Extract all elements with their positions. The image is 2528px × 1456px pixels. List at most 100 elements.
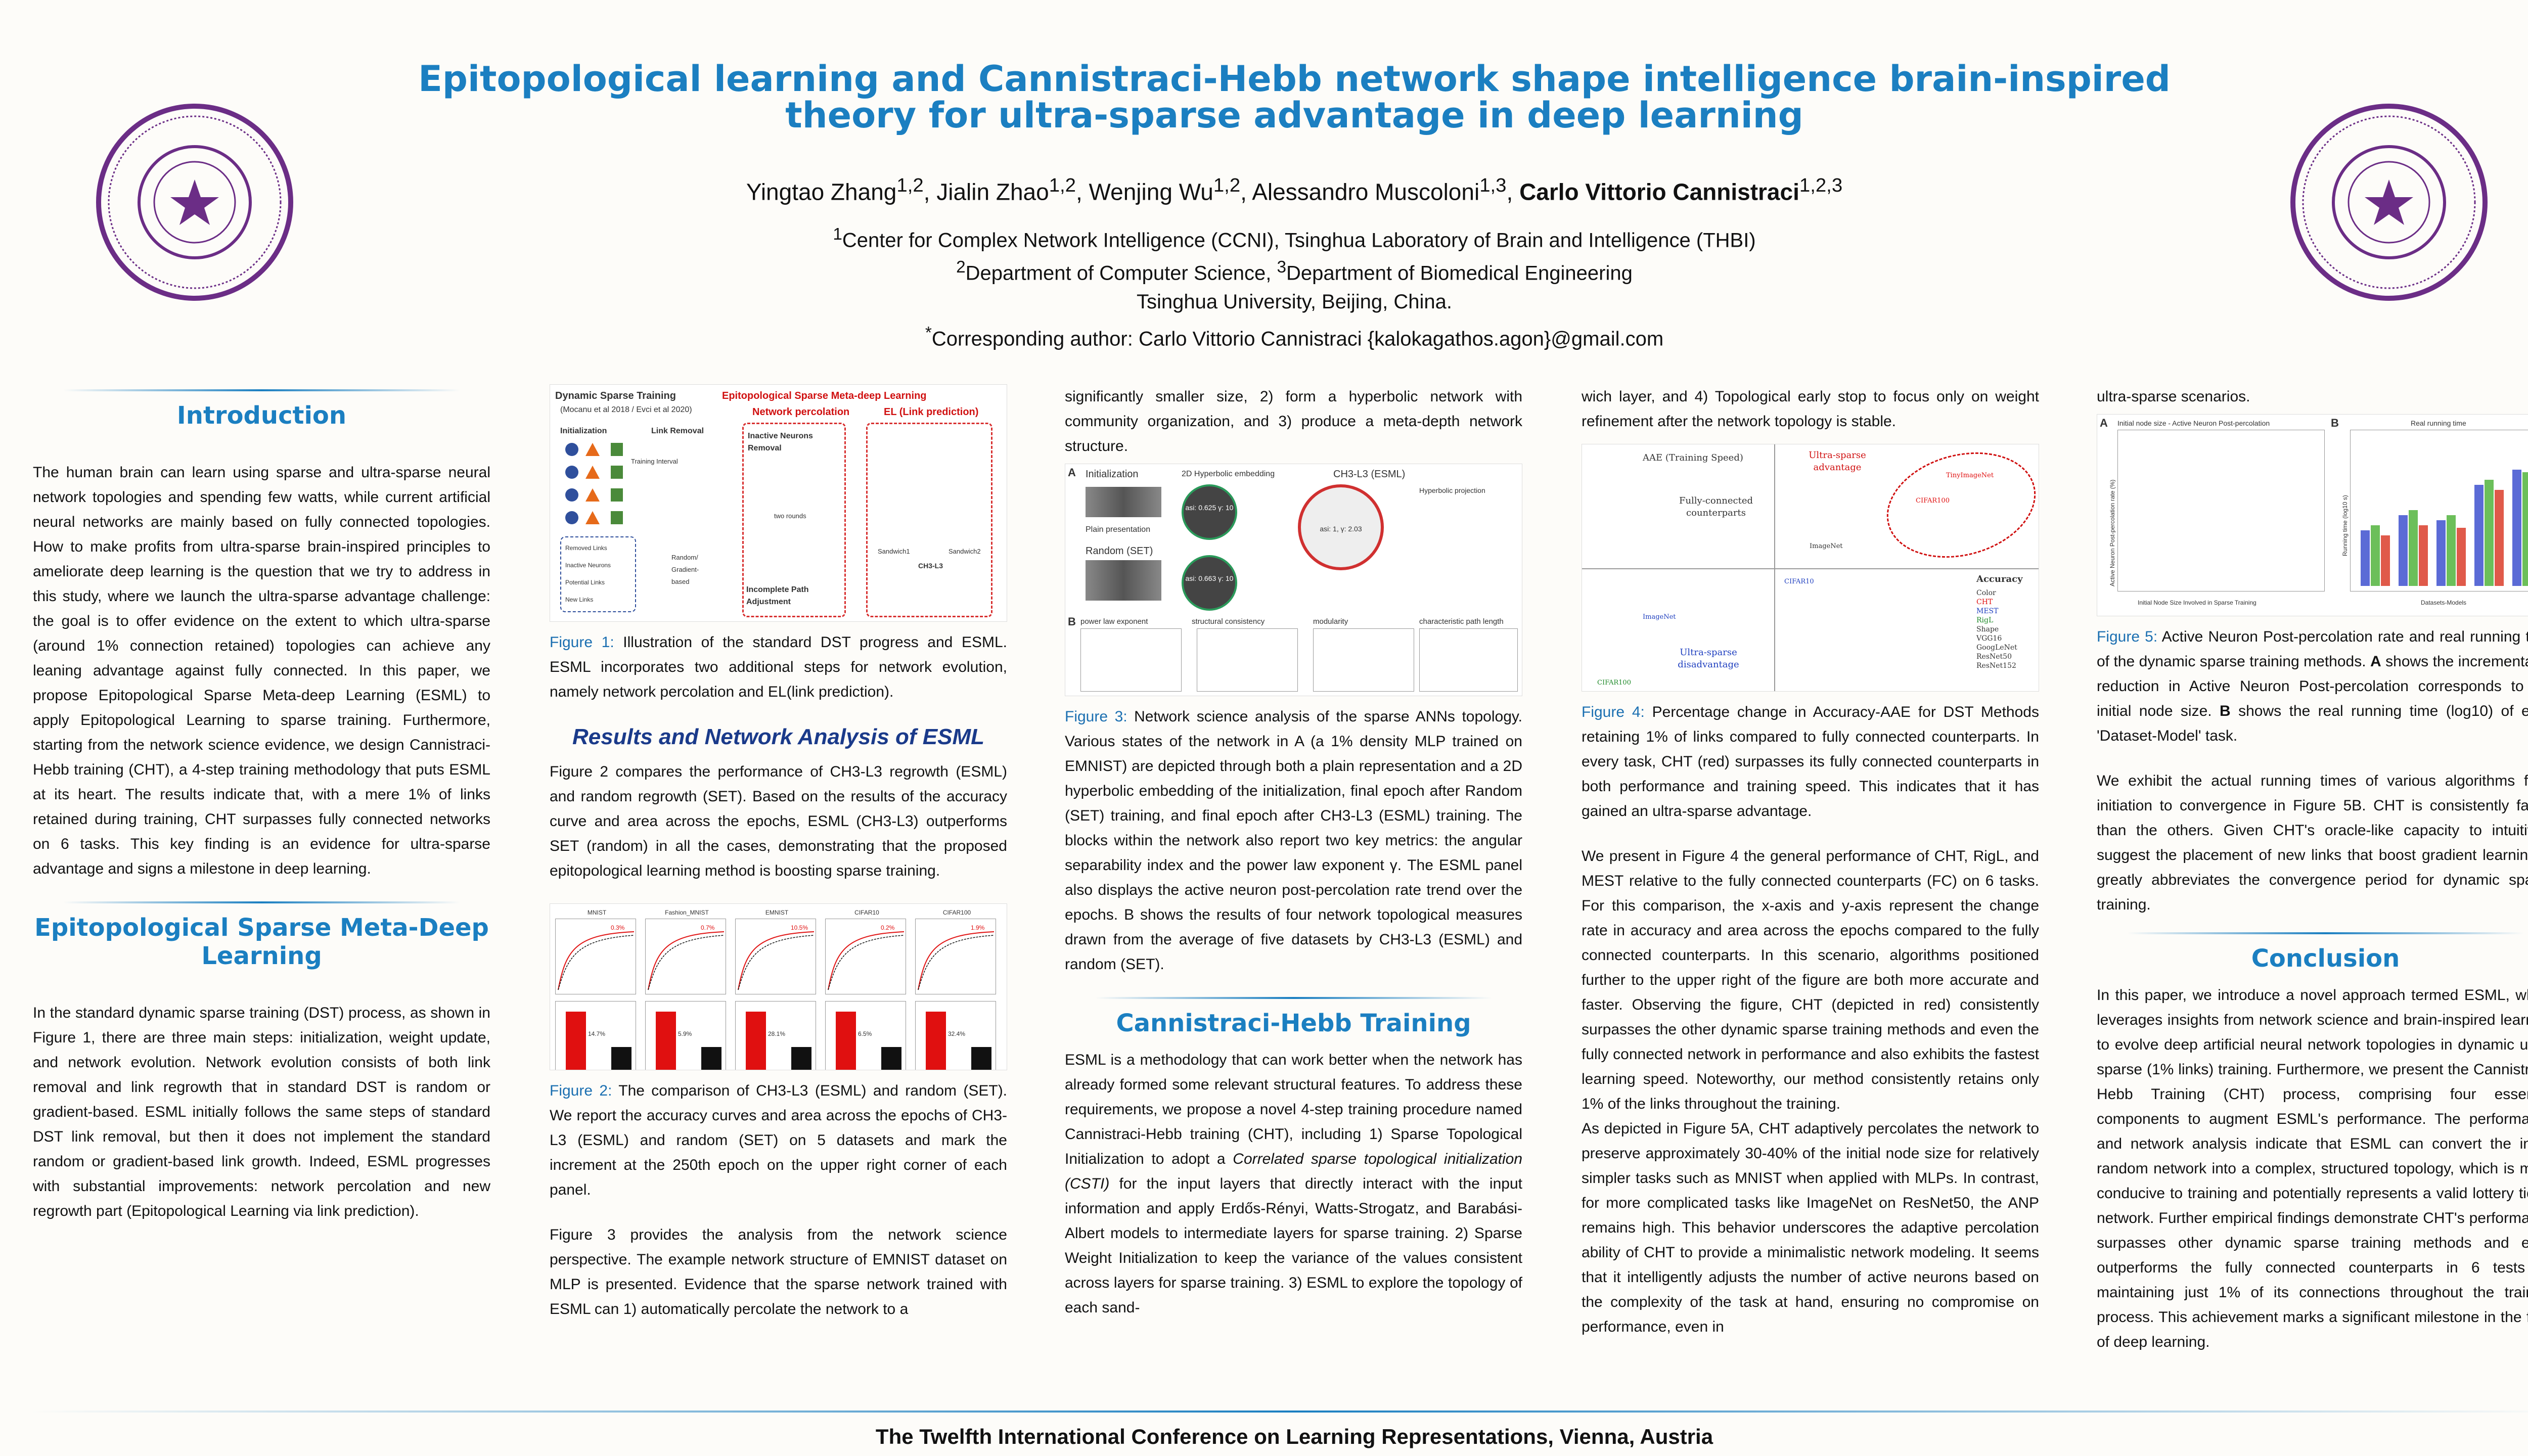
panel-title: CIFAR10 [854,909,879,916]
legend-item: MEST [1976,607,1999,615]
runtime-bar [2474,485,2484,586]
output-node [611,488,623,502]
hidden-node [585,443,600,456]
runtime-bar [2409,510,2418,586]
plot-path-length [1419,628,1518,692]
runtime-bar [2447,515,2456,586]
figure-1-caption: Figure 1: Illustration of the standard D… [550,630,1007,704]
runtime-bar [2419,525,2428,586]
runtime-bar [2457,528,2466,586]
caption-text: Illustration of the standard DST progres… [550,634,1007,700]
legend-item: ResNet152 [1976,662,2016,670]
column-3: significantly smaller size, 2) form a hy… [1065,384,1522,1340]
runtime-bar [2485,480,2494,586]
area-bars [555,1001,636,1070]
conference-footer: The Twelfth International Conference on … [875,1425,1713,1448]
bar-esml [656,1012,676,1070]
fig-text: Incomplete Path Adjustment [746,585,809,606]
tsinghua-logo-right [2288,99,2490,306]
figure-3: A Initialization 2D Hyperbolic embedding… [1065,464,1522,696]
divider [63,389,460,391]
legend-item: CHT [1976,598,1993,606]
fig-text: power law exponent [1080,617,1148,626]
fig2-panel: Fashion_MNIST 0.7% 5.9% [645,906,729,1070]
column-5: ultra-sparse scenarios. A Initial node s… [2097,384,2528,1375]
plot-structural-consistency [1197,628,1298,692]
fig-text: Random/ Gradient-based [671,554,699,585]
fig-text: structural consistency [1192,617,1265,626]
caption-text: shows the incremental or reduction in Ac… [2097,653,2528,719]
text: for the input layers that directly inter… [1065,1175,1522,1316]
set-curve [828,935,905,990]
hyperbolic-disk: asi: 1, γ: 2.03 [1298,484,1384,570]
fig2-panel: EMNIST 10.5% 28.1% [735,906,819,1070]
input-node [565,443,578,456]
fig-text: two rounds [774,512,806,520]
aff-text: Corresponding author: Carlo Vittorio Can… [931,328,1664,350]
axis-label: Running time (log10 s) [2341,495,2349,556]
legend-item: New Links [565,596,594,603]
col5-text-0: ultra-sparse scenarios. [2097,388,2250,405]
author: Yingtao Zhang [746,178,897,205]
bar-set [701,1047,721,1070]
fig-text: Hyperbolic projection [1419,486,1485,494]
section-heading-conclusion: Conclusion [2251,944,2400,973]
fig-text: CH3-L3 [918,562,943,570]
area-increment-label: 5.9% [678,1030,692,1037]
fig2-panel: MNIST 0.3% 14.7% [555,906,639,1070]
runtime-bar [2399,515,2408,586]
poster-title: Epitopological learning and Cannistraci-… [418,58,2171,136]
legend-item: ResNet50 [1976,653,2012,661]
fig-text: Real running time [2411,419,2466,427]
conclusion-text: In this paper, we introduce a novel appr… [2097,987,2528,1350]
area-increment-label: 6.5% [858,1030,872,1037]
caption-label: Figure 2: [550,1082,612,1099]
output-node [611,443,623,456]
fig-text: EL (Link prediction) [884,406,979,418]
caption-text: Network science analysis of the sparse A… [1065,708,1522,973]
panel-title: EMNIST [765,909,789,916]
axis-label: Initial Node Size Involved in Sparse Tra… [2138,599,2256,606]
plot-modularity [1313,628,1414,692]
annotation: Ultra-sparse disadvantage [1678,647,1739,670]
fig-text: Training Interval [631,458,678,465]
runtime-bar [2436,520,2446,586]
bar-esml [566,1012,586,1070]
axis-label: Accuracy [1976,574,2023,584]
column-1: Introduction The human brain can learn u… [33,384,490,1244]
plot-power-law [1080,628,1182,692]
increment-label: 0.7% [701,924,715,931]
fig-text: Initialization [560,427,607,435]
author-sup: 1,2 [1213,174,1241,196]
area-increment-label: 28.1% [768,1030,786,1037]
esml-curve [828,931,905,990]
divider [30,1410,2528,1413]
fig-text: Inactive Neurons Removal [748,432,813,452]
area-increment-label: 14.7% [588,1030,606,1037]
affiliation-3: Tsinghua University, Beijing, China. [1136,291,1452,313]
link-prediction-box: Sandwich1 Sandwich2 CH3-L3 [866,423,992,617]
affiliation-2: 2Department of Computer Science, 3Depart… [956,258,1633,285]
set-curve [918,935,995,990]
fig-text: (Mocanu et al 2018 / Evci et al 2020) [560,405,692,414]
author-sup: 1,2 [896,174,924,196]
legend-item: VGG16 [1976,634,2002,643]
hidden-node [585,466,600,479]
caption-label: Figure 3: [1065,708,1127,725]
runtime-bar [2371,525,2380,586]
fig-text: Initial node size - Active Neuron Post-p… [2117,419,2270,427]
author-list: Yingtao Zhang1,2, Jialin Zhao1,2, Wenjin… [746,174,1843,205]
caption-text: The comparison of CH3-L3 (ESML) and rand… [550,1082,1008,1198]
hyperbolic-disk: asi: 0.625 γ: 10 [1182,484,1237,540]
text: ESML is a methodology that can work bett… [1065,1052,1522,1167]
divider [1095,997,1492,999]
fig-text: Random (SET) [1086,545,1153,557]
bar-esml [926,1012,946,1070]
bar-set [791,1047,811,1070]
aff-text: Center for Complex Network Intelligence … [842,229,1756,252]
bar-esml [836,1012,856,1070]
legend-item: Inactive Neurons [565,562,611,569]
runtime-bar [2512,470,2521,586]
fig4-legend: Color CHT MEST RigL Shape VGG16 GoogLeNe… [1976,588,2017,670]
increment-label: 10.5% [791,924,808,931]
